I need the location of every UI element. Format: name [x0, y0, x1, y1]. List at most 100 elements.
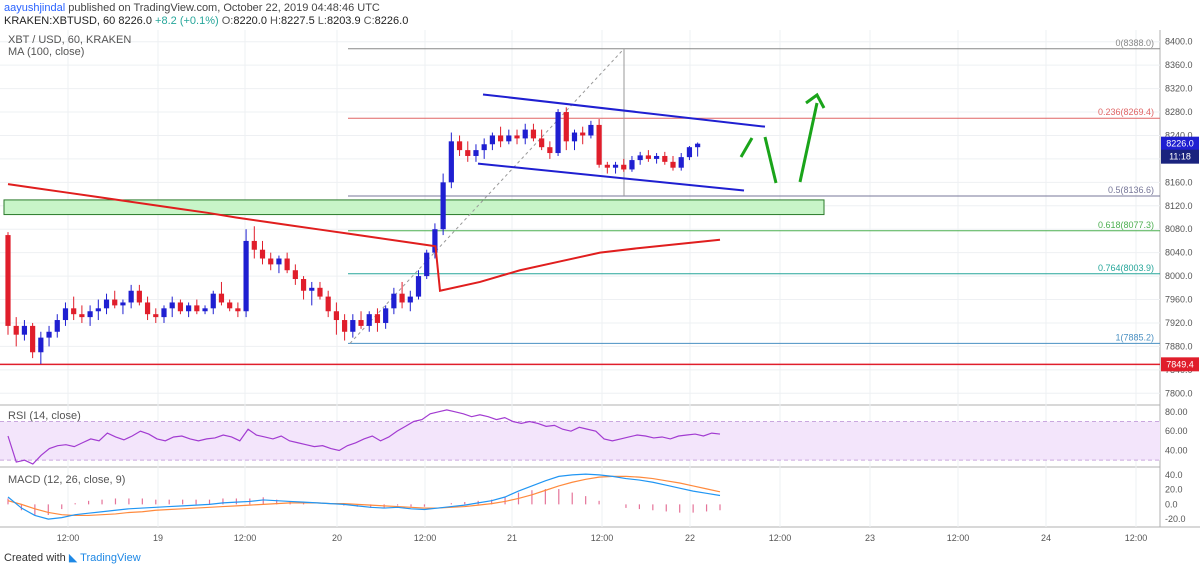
rsi-indicator-label[interactable]: RSI (14, close) [8, 410, 81, 422]
rsi-axis-label: 60.00 [1165, 426, 1188, 436]
candle-body [30, 325, 36, 353]
candle-body [498, 135, 504, 142]
macd-axis-label: 0.0 [1165, 499, 1178, 509]
candle-body [563, 112, 569, 142]
fib-level-label: 1(7885.2) [1115, 332, 1154, 342]
candle-body [342, 320, 348, 332]
support-price-tag-bg [1161, 357, 1199, 372]
candle-body [448, 141, 454, 183]
candle-body [695, 143, 701, 148]
candle-body [621, 164, 627, 170]
time-axis-label: 21 [507, 533, 517, 543]
price-axis-label: 7880.0 [1165, 341, 1193, 351]
low-value: 8203.9 [326, 15, 361, 27]
author-link[interactable]: aayushjindal [4, 2, 66, 14]
candle-body [366, 314, 372, 326]
fib-level-label: 0.236(8269.4) [1098, 107, 1154, 117]
candle-body [539, 138, 545, 148]
candle-body [391, 293, 397, 309]
main-pane-title: XBT / USD, 60, KRAKEN [8, 34, 132, 46]
forecast-arrow-segment [763, 136, 778, 184]
macd-indicator-label[interactable]: MACD (12, 26, close, 9) [8, 474, 126, 486]
rsi-axis-label: 40.00 [1165, 446, 1188, 456]
candle-body [522, 129, 528, 139]
support-zone [3, 199, 825, 216]
candle-body [235, 308, 241, 312]
candle-body [440, 182, 446, 230]
time-axis-label: 12:00 [769, 533, 792, 543]
candle-body [186, 305, 192, 312]
candle-body [218, 293, 225, 303]
price-axis-label: 8040.0 [1165, 248, 1193, 258]
time-axis-label: 23 [865, 533, 875, 543]
candle-body [210, 293, 216, 309]
time-axis-label: 22 [685, 533, 695, 543]
candle-body [571, 132, 578, 142]
candle-body [259, 249, 266, 259]
candle-body [612, 164, 619, 168]
candle-body [432, 229, 438, 253]
ma-indicator-label[interactable]: MA (100, close) [8, 46, 85, 58]
candle-body [424, 252, 430, 277]
candle-body [580, 132, 586, 136]
candle-body [62, 308, 69, 321]
candle-body [194, 305, 200, 312]
candle-body [38, 337, 44, 353]
candle-body [588, 124, 594, 136]
candle-body [309, 287, 315, 291]
channel-lower-line [477, 162, 745, 192]
price-axis-label: 7800.0 [1165, 388, 1193, 398]
macd-line [7, 473, 721, 520]
footer-brand[interactable]: TradingView [80, 552, 141, 564]
price-axis-label: 8000.0 [1165, 271, 1193, 281]
price-axis-label: 7960.0 [1165, 295, 1193, 305]
publish-info: aayushjindal published on TradingView.co… [4, 2, 380, 14]
candle-body [333, 311, 339, 321]
candle-body [292, 270, 298, 280]
current-price-tag: 8226.0 [1166, 139, 1194, 149]
candle-body [136, 290, 142, 303]
time-axis-label: 19 [153, 533, 163, 543]
candle-body [251, 240, 257, 250]
candle-body [481, 144, 487, 151]
candle-body [169, 302, 175, 309]
price-axis-label: 8280.0 [1165, 107, 1193, 117]
candle-body [637, 155, 643, 161]
candle-body [604, 164, 610, 168]
candle-body [103, 299, 110, 309]
time-axis-label: 24 [1041, 533, 1051, 543]
candle-body [399, 293, 405, 303]
bar-countdown-tag-bg [1161, 149, 1199, 164]
candle-body [276, 258, 282, 265]
forecast-arrow-head-icon [805, 92, 826, 109]
fib-level-label: 0.764(8003.9) [1098, 263, 1154, 273]
price-axis-label: 8160.0 [1165, 177, 1193, 187]
candle-body [144, 302, 151, 315]
candle-body [325, 296, 331, 312]
candle-body [153, 314, 159, 318]
candle-body [87, 311, 93, 318]
publish-text: published on TradingView.com, October 22… [68, 2, 380, 14]
candle-body [547, 147, 553, 154]
candle-body [317, 287, 323, 297]
symbol-label: KRAKEN:XBTUSD, 60 [4, 15, 116, 27]
fib-level-label: 0.5(8136.6) [1108, 185, 1154, 195]
footer-created: Created with [4, 552, 66, 564]
macd-axis-label: 40.0 [1165, 470, 1183, 480]
fib-level-label: 0.618(8077.3) [1098, 220, 1154, 230]
price-axis-label: 8320.0 [1165, 84, 1193, 94]
forecast-arrow-segment [739, 137, 754, 158]
last-price: 8226.0 [118, 15, 152, 27]
price-axis-label: 7920.0 [1165, 318, 1193, 328]
candle-body [120, 302, 126, 306]
candle-body [383, 308, 389, 323]
candle-body [5, 235, 11, 326]
candle-body [227, 302, 233, 309]
candle-body [243, 240, 249, 312]
candle-body [79, 314, 85, 318]
candle-body [662, 155, 668, 162]
candle-body [596, 124, 602, 165]
candle-body [95, 308, 101, 312]
rsi-axis-label: 80.00 [1165, 407, 1188, 417]
